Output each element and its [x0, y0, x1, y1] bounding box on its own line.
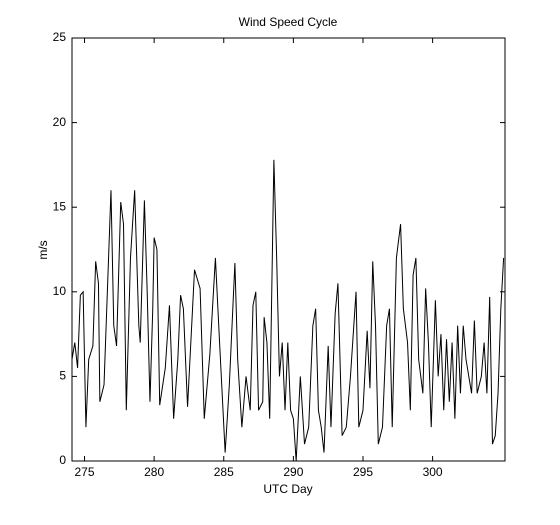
data-line — [71, 159, 505, 462]
plot-frame — [71, 37, 506, 462]
y-tick-label: 5 — [59, 369, 66, 383]
x-tick-label: 300 — [423, 465, 443, 479]
x-tick-label: 290 — [283, 465, 303, 479]
y-tick-label: 0 — [59, 453, 66, 467]
x-tick-label: 295 — [353, 465, 373, 479]
y-tick-label: 15 — [53, 199, 67, 213]
x-tick-label: 285 — [214, 465, 234, 479]
x-tick-label: 275 — [75, 465, 95, 479]
chart-title: Wind Speed Cycle — [239, 15, 338, 29]
y-tick-label: 25 — [53, 30, 67, 44]
x-tick-label: 280 — [144, 465, 164, 479]
y-tick-label: 10 — [53, 284, 67, 298]
y-tick-label: 20 — [53, 115, 67, 129]
x-axis-label: UTC Day — [263, 482, 312, 496]
y-axis-label: m/s — [36, 240, 50, 259]
